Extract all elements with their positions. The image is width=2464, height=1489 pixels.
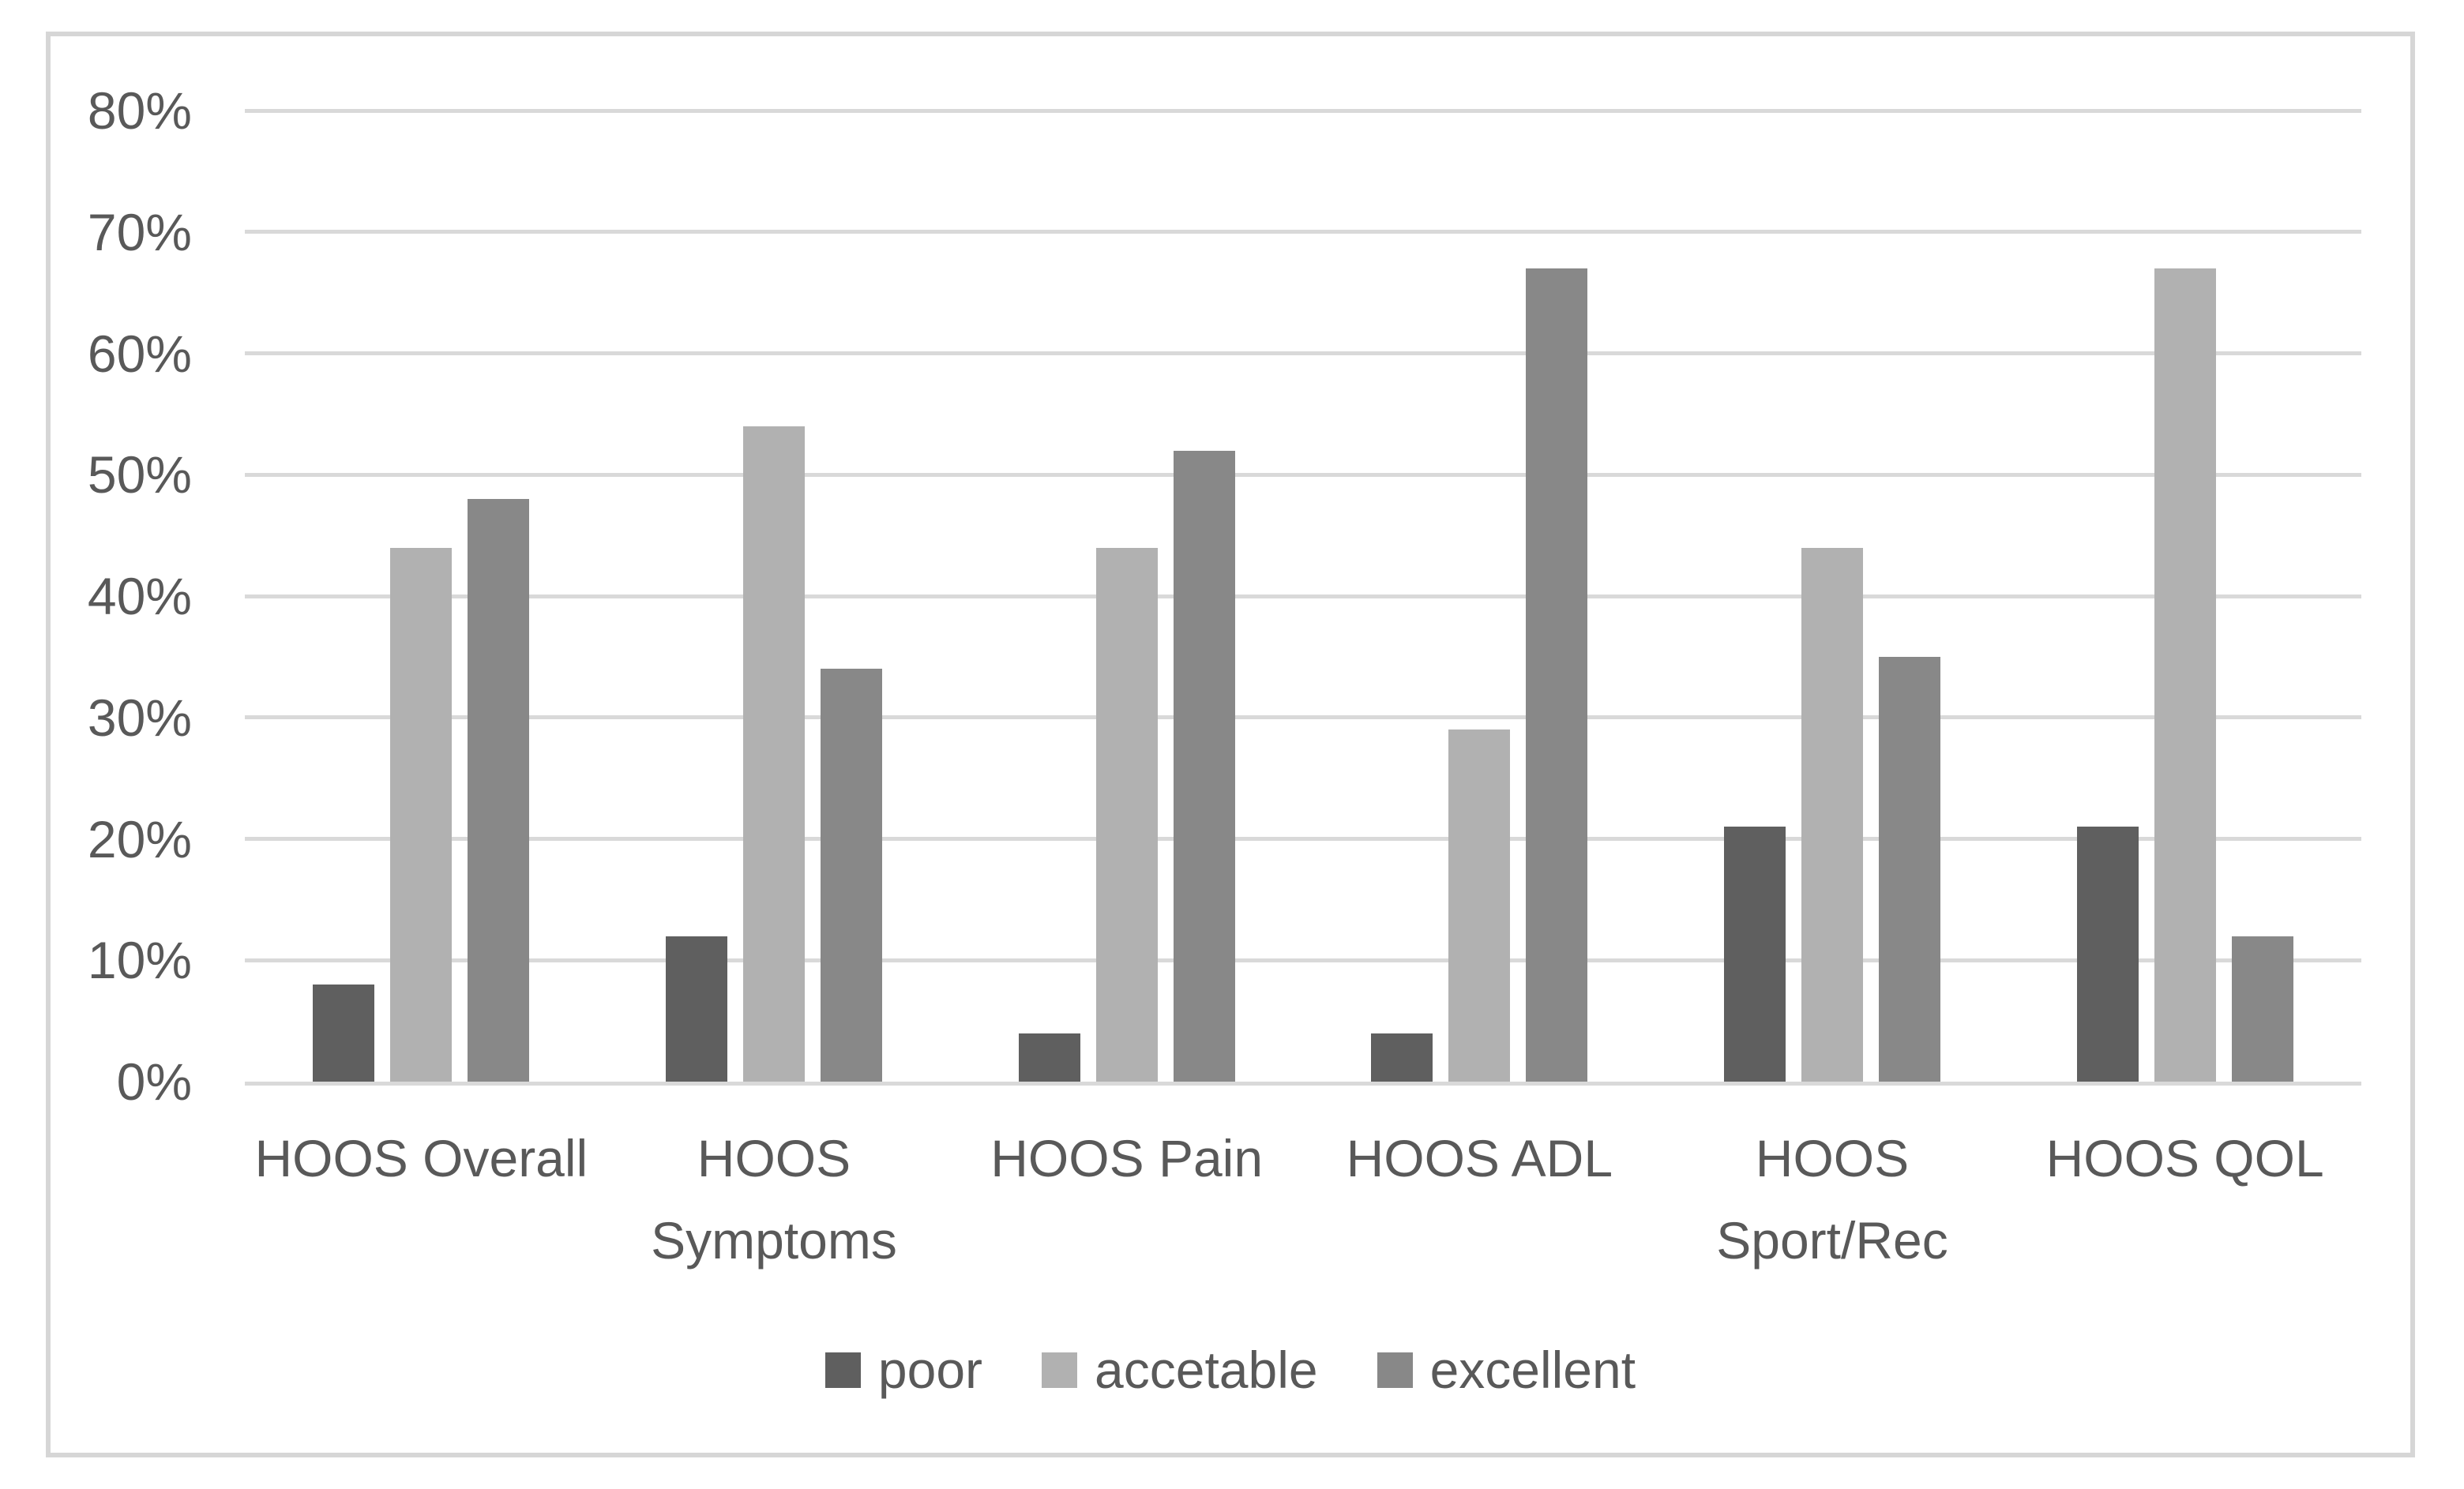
y-tick-label-10: 10% [87, 931, 192, 990]
bar-group-hoos-pain [950, 111, 1303, 1082]
bar-group-hoos-sport-rec [1656, 111, 2009, 1082]
gridline-20 [245, 837, 2361, 841]
bar-group-hoos-symptoms [598, 111, 951, 1082]
gridline-70 [245, 230, 2361, 234]
x-label-hoos-overall: HOOS Overall [245, 1117, 598, 1199]
legend-label-accetable: accetable [1095, 1341, 1318, 1399]
bar-excellent-hoos-overall [468, 499, 530, 1082]
gridline-10 [245, 958, 2361, 962]
bar-accetable-hoos-overall [390, 547, 453, 1082]
x-label-line: HOOS [697, 1129, 851, 1187]
legend-item-accetable: accetable [1042, 1334, 1318, 1405]
legend-label-excellent: excellent [1429, 1341, 1636, 1399]
y-tick-label-80: 80% [87, 81, 192, 140]
plot-area [245, 108, 2361, 1086]
gridline-80 [245, 108, 2361, 113]
bar-poor-hoos-qol [2076, 827, 2139, 1082]
bar-poor-hoos-adl [1371, 1033, 1433, 1082]
legend-swatch-accetable [1042, 1352, 1078, 1388]
bar-accetable-hoos-sport-rec [1801, 547, 1863, 1082]
legend-item-poor: poor [824, 1334, 983, 1405]
gridline-0 [245, 1082, 2361, 1086]
x-label-hoos-qol: HOOS QOL [2008, 1117, 2361, 1199]
x-label-line: HOOS [1755, 1129, 1910, 1187]
legend-label-poor: poor [877, 1341, 983, 1399]
legend-item-excellent: excellent [1377, 1334, 1636, 1405]
x-label-line: Symptoms [651, 1211, 897, 1270]
bar-accetable-hoos-adl [1448, 729, 1511, 1082]
bar-accetable-hoos-symptoms [742, 426, 805, 1082]
legend-swatch-poor [824, 1352, 861, 1388]
bar-excellent-hoos-symptoms [820, 669, 882, 1082]
bar-excellent-hoos-qol [2231, 936, 2293, 1082]
bar-excellent-hoos-adl [1526, 268, 1588, 1082]
x-axis: HOOS Overall HOOS Symptoms HOOS Pain HOOS AD… [245, 1117, 2361, 1378]
y-tick-label-40: 40% [87, 567, 192, 625]
bar-excellent-hoos-pain [1173, 450, 1235, 1082]
y-tick-label-20: 20% [87, 809, 192, 868]
bar-group-hoos-qol [2008, 111, 2361, 1082]
x-label-line: HOOS QOL [2045, 1129, 2324, 1187]
bar-group-hoos-adl [1303, 111, 1656, 1082]
chart-frame: 0% 10% 20% 30% 40% 50% 60% 70% 80% HOOS Overall H… [46, 32, 2415, 1457]
y-tick-label-30: 30% [87, 688, 192, 747]
y-axis: 0% 10% 20% 30% 40% 50% 60% 70% 80% [51, 36, 192, 1453]
bar-poor-hoos-symptoms [665, 936, 727, 1082]
bar-excellent-hoos-sport-rec [1878, 656, 1940, 1082]
bar-accetable-hoos-pain [1095, 547, 1158, 1082]
x-label-hoos-adl: HOOS ADL [1303, 1117, 1656, 1199]
y-tick-label-50: 50% [87, 445, 192, 504]
gridline-60 [245, 351, 2361, 355]
x-label-line: HOOS ADL [1346, 1129, 1613, 1187]
bar-accetable-hoos-qol [2154, 268, 2216, 1082]
x-label-line: Sport/Rec [1716, 1211, 1948, 1270]
gridline-50 [245, 472, 2361, 477]
y-tick-label-0: 0% [116, 1052, 192, 1111]
x-label-hoos-pain: HOOS Pain [950, 1117, 1303, 1199]
bar-poor-hoos-pain [1018, 1033, 1080, 1082]
gridline-30 [245, 715, 2361, 720]
gridline-40 [245, 594, 2361, 598]
legend: poor accetable excellent [51, 1334, 2410, 1405]
bar-poor-hoos-overall [313, 985, 375, 1082]
legend-swatch-excellent [1377, 1352, 1413, 1388]
bar-poor-hoos-sport-rec [1723, 827, 1786, 1082]
x-label-line: HOOS Overall [254, 1129, 588, 1187]
x-label-hoos-symptoms: HOOS Symptoms [598, 1117, 951, 1281]
bar-group-hoos-overall [245, 111, 598, 1082]
y-tick-label-70: 70% [87, 202, 192, 261]
x-label-hoos-sport-rec: HOOS Sport/Rec [1656, 1117, 2009, 1281]
y-tick-label-60: 60% [87, 324, 192, 383]
x-label-line: HOOS Pain [990, 1129, 1264, 1187]
